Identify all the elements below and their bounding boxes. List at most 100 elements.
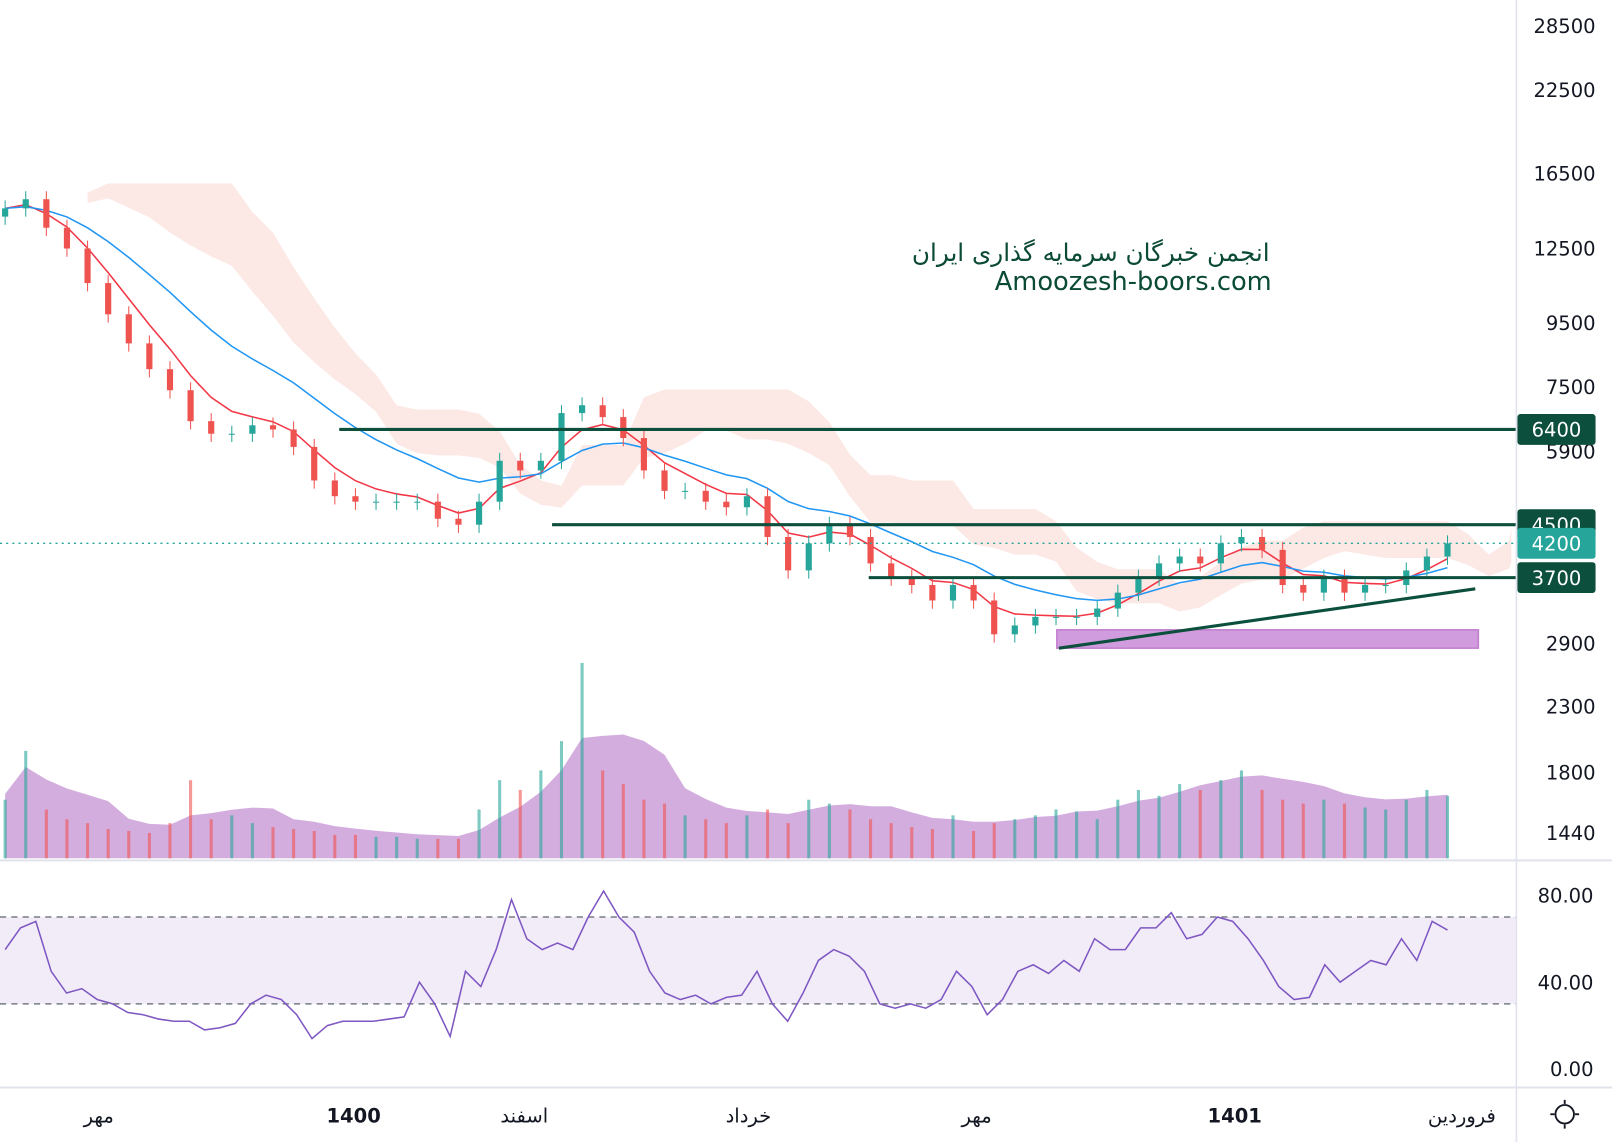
- candle-body[interactable]: [1052, 616, 1060, 618]
- volume-bar: [683, 815, 687, 859]
- candle-body[interactable]: [888, 563, 895, 578]
- trendline[interactable]: [1058, 587, 1476, 650]
- candle-body[interactable]: [558, 413, 565, 461]
- candle-body[interactable]: [2, 208, 9, 217]
- candle-body[interactable]: [1362, 585, 1369, 593]
- candle-body[interactable]: [1320, 577, 1327, 593]
- candle-body[interactable]: [723, 501, 730, 508]
- price-pane[interactable]: [0, 183, 1517, 859]
- rsi-axis[interactable]: 80.00 40.00 0.00: [1538, 885, 1594, 1082]
- candle-body[interactable]: [702, 490, 709, 502]
- rsi-tick-label: 80.00: [1538, 885, 1594, 908]
- price-tick-label: 16500: [1533, 163, 1595, 186]
- candle-body[interactable]: [475, 501, 483, 525]
- volume-bar: [972, 830, 976, 859]
- volume-bar: [106, 829, 110, 859]
- candle-body[interactable]: [331, 480, 338, 497]
- candle-body[interactable]: [1032, 616, 1039, 626]
- candle-body[interactable]: [1011, 625, 1018, 635]
- candle-body[interactable]: [599, 405, 606, 418]
- candle-body[interactable]: [1341, 577, 1348, 593]
- candle-body[interactable]: [908, 577, 915, 586]
- candle-body[interactable]: [208, 421, 215, 434]
- candle-body[interactable]: [1217, 543, 1224, 564]
- candle-body[interactable]: [290, 429, 297, 447]
- candle-body[interactable]: [84, 248, 91, 284]
- candle-body[interactable]: [372, 501, 380, 503]
- candle-body[interactable]: [311, 446, 318, 481]
- volume-bar: [992, 823, 996, 859]
- candle-body[interactable]: [1094, 608, 1101, 617]
- candle-body[interactable]: [991, 600, 998, 635]
- candle-body[interactable]: [125, 314, 132, 344]
- price-badge-3700: [1517, 562, 1596, 594]
- candle-body[interactable]: [826, 524, 833, 544]
- candle-body[interactable]: [249, 425, 256, 434]
- price-tick-label: 28500: [1533, 15, 1595, 38]
- volume-bar: [662, 803, 667, 859]
- candle-body[interactable]: [146, 343, 153, 370]
- candle-body[interactable]: [352, 496, 359, 502]
- volume-bar: [930, 829, 934, 859]
- candle-body[interactable]: [434, 501, 441, 519]
- candle-body[interactable]: [1176, 556, 1183, 564]
- candle-body[interactable]: [1073, 616, 1080, 618]
- rsi-pane[interactable]: [0, 889, 1517, 1040]
- sun-gear-icon[interactable]: [1550, 1099, 1580, 1129]
- candle-body[interactable]: [43, 199, 50, 228]
- candle-body[interactable]: [1300, 585, 1307, 593]
- candle-body[interactable]: [1155, 563, 1163, 578]
- candle-body[interactable]: [661, 470, 668, 491]
- candle-body[interactable]: [414, 501, 421, 503]
- price-tick-label: 7500: [1546, 376, 1596, 399]
- candle-body[interactable]: [682, 490, 689, 492]
- candle-body[interactable]: [785, 536, 792, 571]
- candle-body[interactable]: [929, 585, 936, 601]
- volume-bar: [250, 823, 254, 859]
- candle-body[interactable]: [805, 543, 812, 571]
- price-badge-label: 3700: [1532, 567, 1582, 590]
- candle-body[interactable]: [455, 518, 462, 525]
- candle-body[interactable]: [496, 460, 503, 502]
- candle-body[interactable]: [640, 438, 647, 471]
- candle-body[interactable]: [1197, 556, 1204, 564]
- candle-body[interactable]: [166, 369, 174, 391]
- volume-bar: [1260, 789, 1264, 859]
- price-axis[interactable]: 28500 22500 16500 12500 9500 7500 5900 2900 2300…: [1533, 15, 1595, 845]
- candle-body[interactable]: [1444, 543, 1451, 557]
- candle-body[interactable]: [269, 425, 277, 430]
- candle-body[interactable]: [1258, 536, 1266, 550]
- candle-body[interactable]: [63, 227, 71, 249]
- candle-body[interactable]: [105, 283, 112, 315]
- volume-bar: [786, 823, 790, 859]
- candle-body[interactable]: [1114, 592, 1121, 609]
- candle-body[interactable]: [1135, 577, 1142, 593]
- candle-body[interactable]: [764, 496, 771, 537]
- volume-bar: [1054, 809, 1058, 859]
- candle-body[interactable]: [1279, 549, 1286, 586]
- rsi-line: [4, 889, 1448, 1040]
- candle-body[interactable]: [846, 524, 854, 537]
- candle-body[interactable]: [867, 536, 874, 564]
- volume-bar: [1075, 811, 1079, 859]
- candle-body[interactable]: [228, 433, 235, 435]
- candle-body[interactable]: [1382, 585, 1389, 587]
- candle-body[interactable]: [537, 460, 544, 471]
- candle-body[interactable]: [393, 501, 400, 503]
- candle-body[interactable]: [579, 405, 586, 414]
- price-tick-label: 1800: [1546, 762, 1596, 785]
- candle-body[interactable]: [22, 199, 29, 209]
- candle-body[interactable]: [620, 417, 627, 439]
- candle-body[interactable]: [949, 585, 957, 601]
- candle-body[interactable]: [517, 460, 524, 471]
- candle-body[interactable]: [1238, 536, 1245, 544]
- candle-body[interactable]: [970, 585, 977, 601]
- candle-body[interactable]: [743, 496, 751, 508]
- rsi-tick-label: 0.00: [1550, 1058, 1593, 1081]
- candle-body[interactable]: [187, 390, 194, 422]
- time-tick-label: مهر: [83, 1104, 114, 1127]
- candle-body[interactable]: [1423, 556, 1430, 571]
- time-axis[interactable]: مهر 1400 اسفند خرداد مهر 1401 فروردین: [83, 1104, 1496, 1127]
- volume-bar: [1116, 799, 1120, 859]
